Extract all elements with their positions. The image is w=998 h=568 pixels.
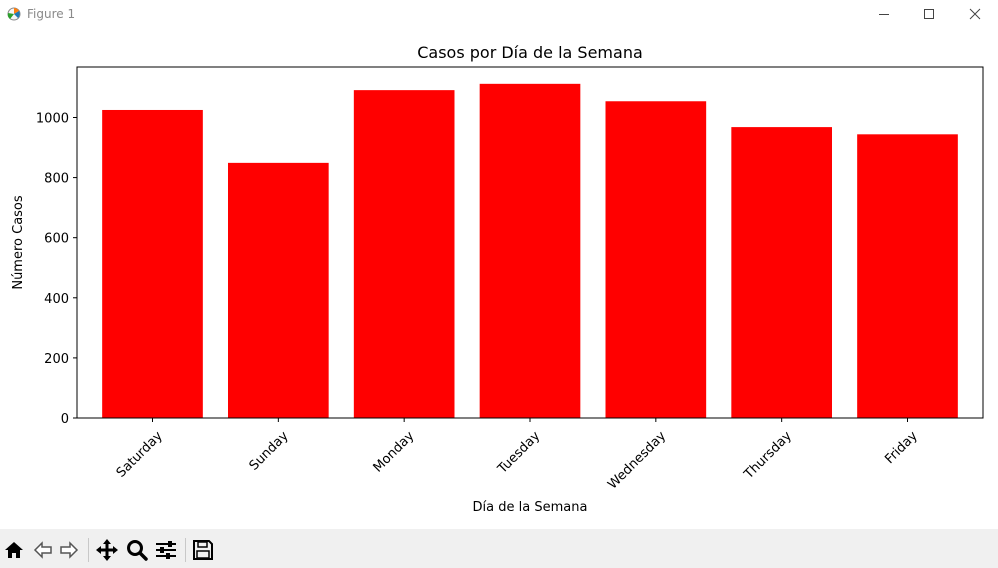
x-axis-label: Día de la Semana <box>473 500 588 515</box>
back-button[interactable] <box>31 538 55 562</box>
forward-icon <box>60 541 79 559</box>
bar-monday <box>353 90 455 418</box>
x-tick-label: Saturday <box>114 428 166 480</box>
y-tick-label: 200 <box>44 352 69 367</box>
maximize-icon <box>924 9 934 19</box>
toolbar-separator <box>185 538 186 562</box>
x-axis-ticks: Saturday Sunday Monday Tuesday Wednesday Thur… <box>114 418 921 492</box>
close-button[interactable] <box>952 0 998 28</box>
close-icon <box>969 8 981 20</box>
y-tick-label: 400 <box>44 292 69 307</box>
home-icon <box>5 542 23 558</box>
zoom-icon <box>127 540 148 561</box>
navigation-toolbar <box>0 529 998 568</box>
bar-friday <box>857 134 958 418</box>
y-axis-label: Número Casos <box>11 195 26 290</box>
y-axis-ticks: 0 200 400 600 800 1000 <box>36 111 77 427</box>
matplotlib-app-icon <box>7 7 21 21</box>
x-tick-label: Friday <box>882 428 921 467</box>
configure-subplots-icon <box>156 541 176 559</box>
minimize-icon <box>879 14 889 15</box>
forward-button[interactable] <box>57 538 81 562</box>
bars-group <box>102 83 958 419</box>
bar-tuesday <box>479 83 581 418</box>
save-button[interactable] <box>191 538 215 562</box>
bar-saturday <box>102 109 203 419</box>
bar-wednesday <box>605 101 707 419</box>
pan-icon <box>96 539 118 561</box>
maximize-button[interactable] <box>906 0 952 28</box>
y-tick-label: 1000 <box>36 111 69 126</box>
x-tick-label: Thursday <box>741 428 795 482</box>
x-tick-label: Sunday <box>247 428 292 473</box>
y-tick-label: 0 <box>61 412 69 427</box>
chart-title: Casos por Día de la Semana <box>417 43 643 62</box>
y-tick-label: 600 <box>44 232 69 247</box>
x-tick-label: Wednesday <box>605 428 669 492</box>
window-title: Figure 1 <box>27 7 76 21</box>
x-tick-label: Tuesday <box>495 428 544 477</box>
zoom-button[interactable] <box>125 538 149 562</box>
x-tick-label: Monday <box>371 428 418 475</box>
toolbar-separator <box>88 538 89 562</box>
home-button[interactable] <box>2 538 26 562</box>
bar-sunday <box>228 162 329 418</box>
pan-button[interactable] <box>95 538 119 562</box>
bar-chart: 0 200 400 600 800 1000 Saturday Sunday Monday Tu… <box>11 43 984 515</box>
back-icon <box>33 541 52 559</box>
save-icon <box>193 540 213 560</box>
window-titlebar: Figure 1 <box>0 0 998 28</box>
minimize-button[interactable] <box>861 0 907 28</box>
figure-canvas[interactable]: 0 200 400 600 800 1000 Saturday Sunday Monday Tu… <box>0 28 998 529</box>
bar-thursday <box>731 127 832 419</box>
y-tick-label: 800 <box>44 172 69 187</box>
configure-subplots-button[interactable] <box>154 538 178 562</box>
